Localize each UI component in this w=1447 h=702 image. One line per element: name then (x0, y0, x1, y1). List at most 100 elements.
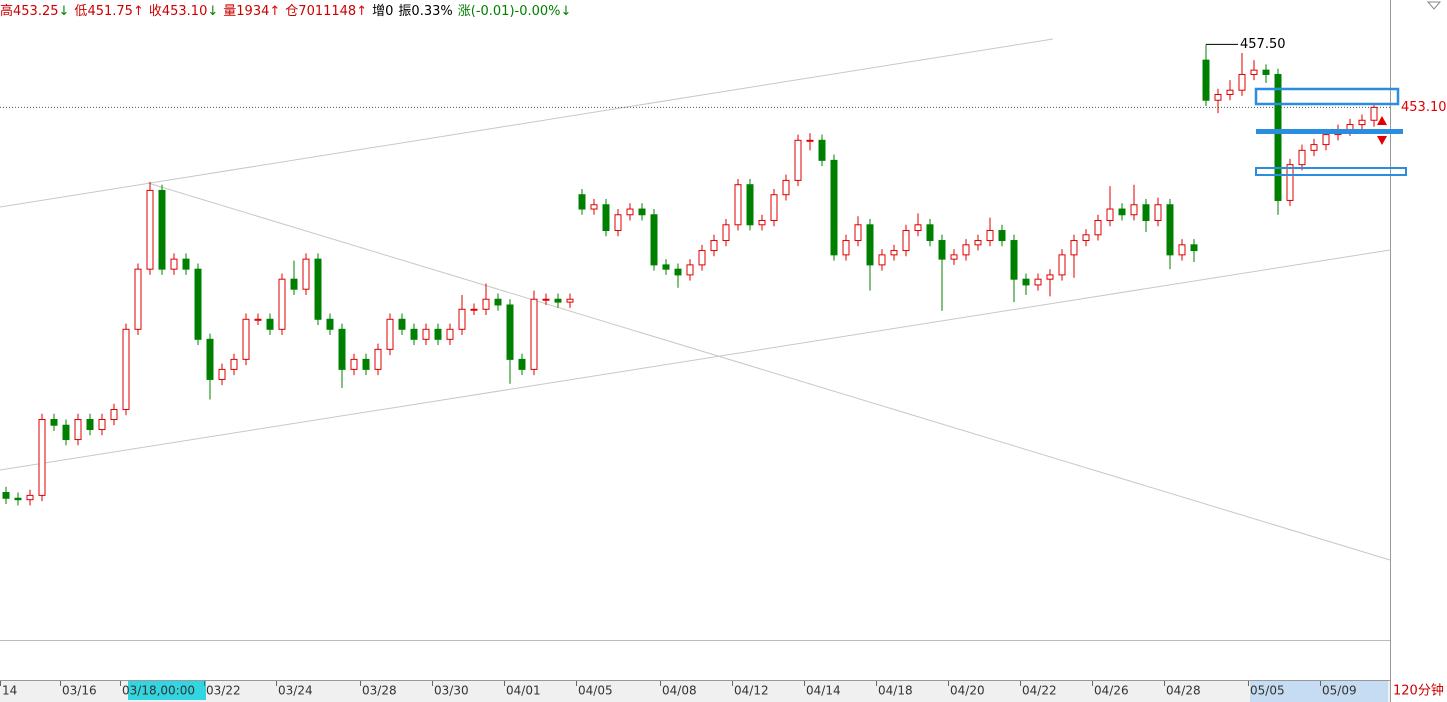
candle-body (1226, 89, 1234, 95)
info-arrow: ↓ (207, 4, 218, 19)
trend-line (147, 182, 1391, 561)
x-tick-label: 04/22 (1022, 684, 1057, 698)
candle-body (998, 230, 1006, 242)
candle-body (1190, 244, 1198, 252)
x-tick-label: 04/14 (806, 684, 841, 698)
candle-body (1130, 204, 1138, 216)
candle-body (770, 194, 778, 221)
candle-body (302, 258, 310, 290)
candle-body (866, 224, 874, 266)
info-arrow: ↑ (269, 4, 280, 19)
info-label: 量 (223, 4, 236, 19)
candle-body (590, 204, 598, 210)
candle-body (614, 214, 622, 232)
candle-body (1358, 119, 1366, 126)
candle-body (974, 240, 982, 246)
candle-body (230, 358, 238, 370)
up-arrow (1377, 116, 1387, 125)
candle-body (950, 254, 958, 260)
candle-body (554, 298, 562, 303)
info-label: 增 (372, 4, 385, 19)
candle-body (14, 497, 22, 501)
candle-body (2, 492, 10, 499)
info-value: 0 (385, 4, 393, 19)
high-label: 457.50 (1240, 37, 1286, 52)
candle-body (902, 230, 910, 252)
candle-body (182, 258, 190, 270)
candle-body (482, 298, 490, 310)
candle-body (1034, 278, 1042, 286)
candle-body (626, 208, 634, 216)
candle-body (218, 368, 226, 380)
candle-body (806, 139, 814, 142)
candle-body (926, 224, 934, 242)
candle-body (602, 204, 610, 232)
candle-body (506, 304, 514, 360)
candle-body (1178, 244, 1186, 256)
candle-body (410, 328, 418, 340)
candle-body (1106, 208, 1114, 221)
trend-line (0, 249, 1391, 471)
candle-body (1118, 208, 1126, 216)
x-tick-label: 05/05 (1250, 684, 1285, 698)
candle-body (38, 419, 46, 496)
x-tick-label: 03/30 (434, 684, 469, 698)
candle-body (542, 298, 550, 301)
candle-body (1250, 69, 1258, 75)
candle-body (86, 419, 94, 431)
info-value: 1934 (236, 4, 269, 19)
info-label: 涨 (458, 4, 471, 19)
candle-body (818, 139, 826, 161)
annotation-box[interactable] (1256, 129, 1403, 134)
candle-body (1142, 204, 1150, 221)
candle-body (1286, 164, 1294, 201)
candle-body (1322, 134, 1330, 146)
candle-body (1154, 204, 1162, 221)
candle-body (1274, 73, 1282, 201)
candle-body (134, 268, 142, 330)
candle-body (398, 318, 406, 330)
candle-body (74, 419, 82, 441)
info-label: 高 (0, 3, 13, 19)
candle-body (194, 268, 202, 340)
candle-body (266, 318, 274, 330)
candle-body (854, 224, 862, 242)
candle-body (1238, 73, 1246, 91)
candle-body (794, 139, 802, 181)
x-tick-label: 03/24 (278, 684, 313, 698)
x-tick-label: 05/09 (1322, 684, 1357, 698)
candle-body (350, 358, 358, 370)
candle-body (1370, 106, 1378, 121)
x-tick-label: 03/22 (206, 684, 241, 698)
x-tick-label: 04/28 (1166, 684, 1201, 698)
info-arrow: ↑ (133, 4, 144, 19)
corner-icon[interactable] (1426, 1, 1442, 10)
candle-body (1202, 59, 1210, 101)
period-label: 120分钟 (1393, 683, 1444, 699)
candle-body (1082, 234, 1090, 242)
candle-body (518, 358, 526, 370)
annotation-box[interactable] (1255, 167, 1407, 176)
info-label: 仓 (285, 4, 298, 19)
candle-body (362, 358, 370, 370)
candle-body (914, 224, 922, 232)
candle-body (722, 224, 730, 242)
candle-body (374, 348, 382, 370)
candle-body (242, 318, 250, 360)
candle-body (962, 244, 970, 256)
annotation-box[interactable] (1254, 87, 1400, 106)
candle-body (386, 318, 394, 350)
candle-body (1070, 240, 1078, 256)
candle-body (1166, 204, 1174, 256)
x-tick-label: 04/01 (506, 684, 541, 698)
candle-body (470, 308, 478, 311)
plot: 453.10 457.50 14 03/16 03/18,00:00 03/22 03/24… (0, 37, 1447, 698)
candle-body (638, 208, 646, 216)
candle-body (422, 328, 430, 340)
candle-body (206, 338, 214, 380)
x-tick-label: 04/26 (1094, 684, 1129, 698)
info-arrow: ↓ (59, 4, 70, 19)
info-arrow: ↑ (356, 4, 367, 19)
